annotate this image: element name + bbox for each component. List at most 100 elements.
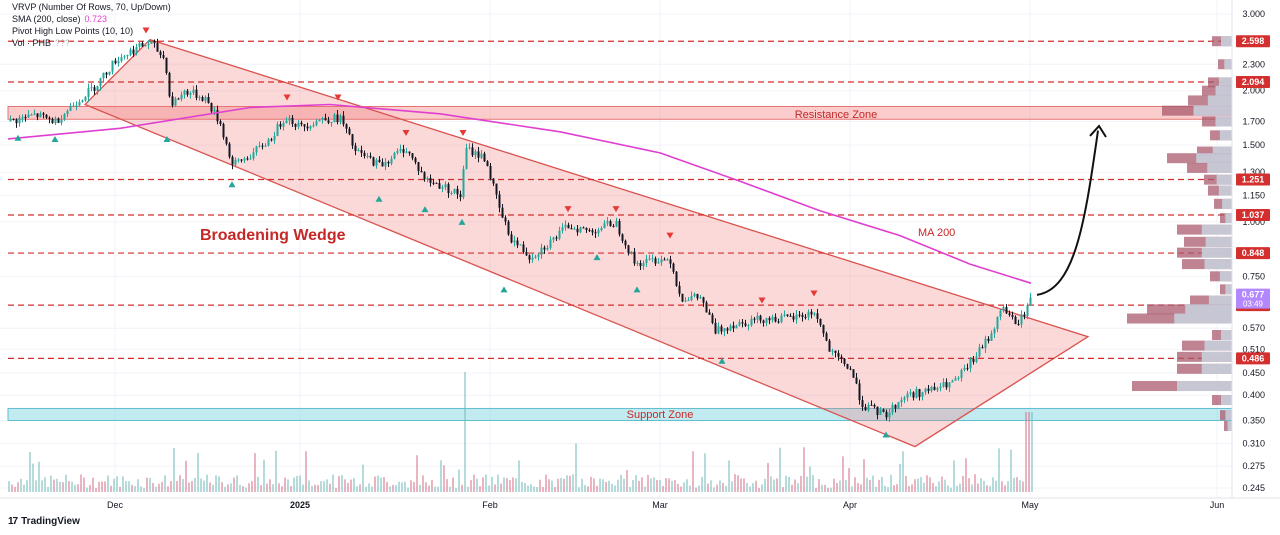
volume-bar xyxy=(317,484,319,492)
profile-bar-up xyxy=(1212,146,1232,157)
candle-body xyxy=(813,313,816,315)
profile-bar-up xyxy=(1225,284,1232,295)
candle-body xyxy=(315,121,318,126)
candle-body xyxy=(264,145,267,147)
volume-bar xyxy=(659,480,661,492)
candle-body xyxy=(372,157,375,166)
candle-body xyxy=(33,113,36,115)
candle-body xyxy=(330,122,333,124)
volume-bar xyxy=(581,478,583,492)
volume-bar xyxy=(131,484,133,492)
volume-bar xyxy=(677,483,679,492)
candle-body xyxy=(498,194,501,208)
volume-bar xyxy=(347,482,349,492)
candle-body xyxy=(294,123,297,127)
volume-bar xyxy=(614,485,616,492)
profile-bar-up xyxy=(1205,236,1232,247)
tradingview-logo[interactable]: 17 TradingView xyxy=(8,516,80,527)
candle-body xyxy=(663,259,666,261)
indicator-pivot[interactable]: Pivot High Low Points (10, 10) xyxy=(12,25,133,37)
y-axis-ticks: 3.000 2.300 2.000 1.700 1.500 1.300 1.150 1.000… xyxy=(1242,9,1265,493)
volume-bar xyxy=(962,476,964,492)
volume-bar xyxy=(557,478,559,492)
volume-bar xyxy=(731,481,733,492)
candle-body xyxy=(420,171,423,173)
indicator-volume[interactable]: Vol · PHB??? xyxy=(12,37,70,49)
candle-body xyxy=(18,117,21,124)
y-tick-label: 0.310 xyxy=(1242,438,1265,448)
volume-bar xyxy=(680,486,682,492)
volume-bar xyxy=(524,482,526,492)
candle-body xyxy=(438,183,441,189)
candle-body xyxy=(729,325,732,331)
volume-bar xyxy=(1001,481,1003,492)
volume-bar xyxy=(872,475,874,492)
candle-body xyxy=(492,178,495,184)
volume-bar xyxy=(245,487,247,492)
pivot-low-marker xyxy=(163,135,171,142)
indicator-sma[interactable]: SMA (200, close) 0.723 xyxy=(12,13,107,25)
volume-bar xyxy=(194,477,196,492)
candle-body xyxy=(477,151,480,158)
volume-bar xyxy=(323,481,325,492)
volume-bar xyxy=(356,486,358,492)
volume-bar xyxy=(275,450,277,492)
candle-body xyxy=(705,302,708,313)
candle-body xyxy=(93,87,96,91)
volume-bar xyxy=(500,483,502,492)
candle-body xyxy=(852,369,855,378)
candle-body xyxy=(996,316,999,329)
volume-bar xyxy=(536,487,538,492)
candle-body xyxy=(384,161,387,167)
candle-body xyxy=(423,172,426,180)
volume-bar xyxy=(209,482,211,492)
volume-bar xyxy=(128,481,130,492)
volume-bar xyxy=(362,464,364,492)
volume-bar xyxy=(899,463,901,492)
candle-body xyxy=(921,392,924,397)
volume-bar xyxy=(491,476,493,492)
volume-bar xyxy=(998,448,1000,492)
volume-bar xyxy=(215,475,217,492)
profile-bar-up xyxy=(1221,36,1232,47)
volume-bar xyxy=(629,487,631,492)
candle-body xyxy=(78,102,81,106)
candle-body xyxy=(639,263,642,267)
volume-bar xyxy=(605,481,607,492)
candle-body xyxy=(297,122,300,127)
candle-body xyxy=(207,97,210,104)
y-tick-label: 1.300 xyxy=(1242,167,1265,177)
candle-body xyxy=(945,382,948,388)
volume-bar xyxy=(20,478,22,492)
indicator-vrvp[interactable]: VRVP (Number Of Rows, 70, Up/Down) xyxy=(12,1,171,13)
volume-bar xyxy=(38,461,40,492)
volume-bar xyxy=(167,486,169,492)
x-tick-label: Apr xyxy=(843,500,857,510)
current-price-label: 0.677 xyxy=(1242,290,1265,300)
volume-bar xyxy=(398,481,400,492)
candle-body xyxy=(597,230,600,234)
candle-body xyxy=(870,404,873,406)
candle-body xyxy=(1008,313,1011,315)
candle-body xyxy=(666,259,669,261)
profile-bar-up xyxy=(1193,105,1232,116)
candle-body xyxy=(456,188,459,195)
volume-bar xyxy=(884,485,886,492)
candle-body xyxy=(507,221,510,235)
volume-bar xyxy=(230,483,232,492)
candle-body xyxy=(519,244,522,246)
candle-body xyxy=(291,117,294,124)
y-tick-label: 0.275 xyxy=(1242,461,1265,471)
pivot-high-marker xyxy=(612,206,620,213)
volume-bar xyxy=(284,477,286,492)
volume-bar xyxy=(473,474,475,492)
volume-bar xyxy=(431,479,433,492)
volume-bar xyxy=(413,481,415,492)
volume-bar xyxy=(1004,485,1006,492)
volume-bar xyxy=(722,482,724,492)
candle-body xyxy=(147,43,150,46)
profile-bar-up xyxy=(1177,381,1232,392)
volume-bar xyxy=(416,455,418,492)
volume-bar xyxy=(815,487,817,492)
